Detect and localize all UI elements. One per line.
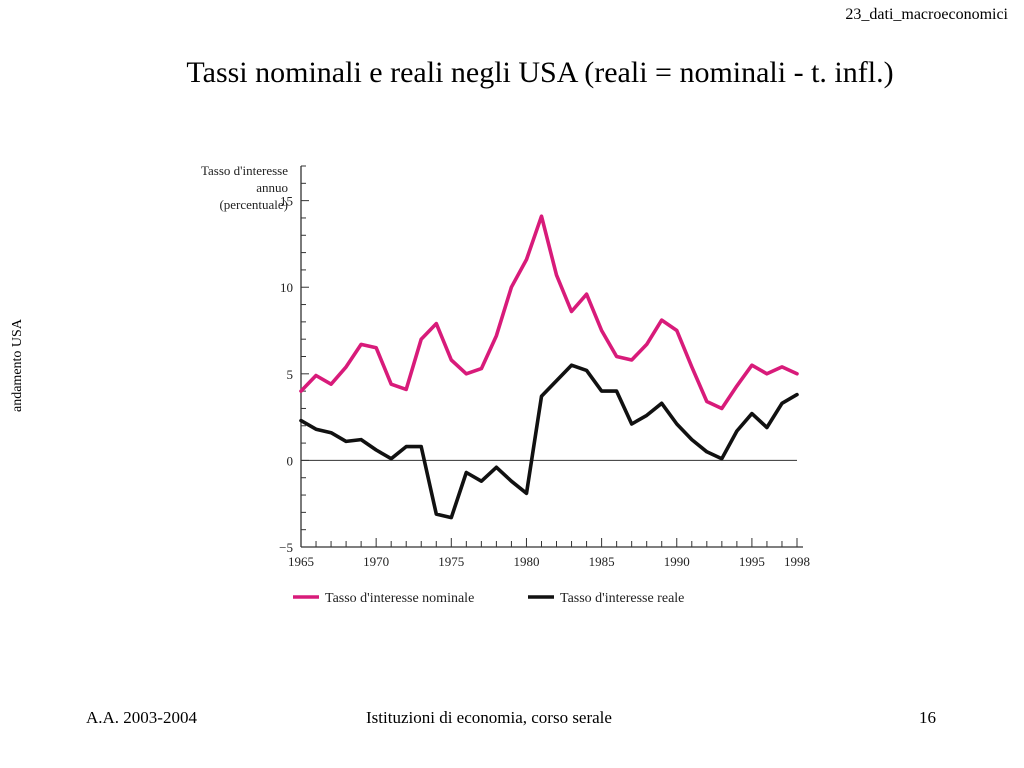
legend-item-nominal: Tasso d'interesse nominale [293,591,474,606]
y-tick-label: 15 [280,194,293,209]
legend-label: Tasso d'interesse nominale [325,591,474,606]
y-axis-label: Tasso d'interesse annuo (percentuale) [201,163,288,212]
chart-legend: Tasso d'interesse nominale Tasso d'intere… [293,591,684,606]
x-tick-label: 1998 [784,554,810,569]
nominal-rate-line [299,214,799,411]
footer-academic-year: A.A. 2003-2004 [86,708,197,727]
x-tick-label: 1965 [288,554,314,569]
y-axis-label-line: (percentuale) [219,197,288,212]
real-rate-line [299,363,799,520]
x-tick-label: 1995 [739,554,765,569]
chart-series [299,214,799,520]
y-tick-label: 0 [287,453,294,468]
x-tick-label: 1985 [589,554,615,569]
legend-label: Tasso d'interesse reale [560,591,684,606]
y-tick-label: 10 [280,280,293,295]
y-tick-label: −5 [279,540,293,555]
y-tick-label: 5 [287,367,294,382]
y-axis-label-line: annuo [256,180,288,195]
x-tick-label: 1975 [438,554,464,569]
slide-title: Tassi nominali e reali negli USA (reali … [186,56,894,89]
x-tick-label: 1970 [363,554,389,569]
x-tick-label: 1980 [513,554,539,569]
chart-axes: −5 0 5 10 15 1965 1970 1975 1980 1985 1990 1995 1998 [279,165,810,569]
file-label: 23_dati_macroeconomici [845,6,1008,23]
x-tick-label: 1990 [664,554,690,569]
page-number: 16 [919,708,936,727]
footer-course: Istituzioni di economia, corso serale [366,708,612,727]
y-axis-label-line: Tasso d'interesse [201,163,288,178]
legend-item-real: Tasso d'interesse reale [528,591,684,606]
